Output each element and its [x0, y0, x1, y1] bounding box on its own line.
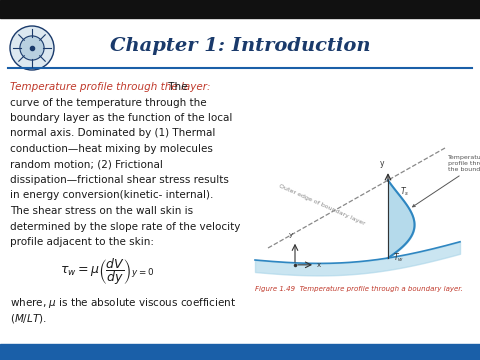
Text: y: y: [289, 232, 293, 238]
Text: normal axis. Dominated by (1) Thermal: normal axis. Dominated by (1) Thermal: [10, 129, 216, 139]
Text: $\tau_w = \mu \left(\dfrac{dV}{dy}\right)_{y=0}$: $\tau_w = \mu \left(\dfrac{dV}{dy}\right…: [60, 256, 155, 287]
Text: determined by the slope rate of the velocity: determined by the slope rate of the velo…: [10, 221, 240, 231]
Text: conduction—heat mixing by molecules: conduction—heat mixing by molecules: [10, 144, 213, 154]
Text: curve of the temperature through the: curve of the temperature through the: [10, 98, 206, 108]
Text: boundary layer as the function of the local: boundary layer as the function of the lo…: [10, 113, 232, 123]
Text: Temperature profile through the layer:: Temperature profile through the layer:: [10, 82, 211, 92]
Text: The shear stress on the wall skin is: The shear stress on the wall skin is: [10, 206, 193, 216]
Text: Temperature
profile through
the boundary layer: Temperature profile through the boundary…: [413, 155, 480, 207]
Text: y: y: [380, 159, 384, 168]
Text: in energy conversion(kinetic- internal).: in energy conversion(kinetic- internal).: [10, 190, 214, 201]
Bar: [0, 344, 480, 360]
Text: Figure 1.49  Temperature profile through a boundary layer.: Figure 1.49 Temperature profile through …: [255, 286, 463, 292]
Text: Chapter 1: Introduction: Chapter 1: Introduction: [110, 37, 370, 55]
Text: Outer edge of boundary layer: Outer edge of boundary layer: [278, 183, 366, 226]
Circle shape: [20, 36, 44, 60]
Text: random motion; (2) Frictional: random motion; (2) Frictional: [10, 159, 163, 170]
Text: where, $\mu$ is the absolute viscous coefficient: where, $\mu$ is the absolute viscous coe…: [10, 297, 236, 310]
Text: ($M/LT$).: ($M/LT$).: [10, 312, 47, 325]
Text: $T_w$: $T_w$: [393, 252, 404, 265]
Circle shape: [10, 26, 54, 70]
Text: $T_s$: $T_s$: [400, 186, 410, 198]
Text: The: The: [165, 82, 188, 92]
Text: x: x: [317, 262, 321, 268]
Bar: [0, 0, 480, 18]
Text: dissipation—frictional shear stress results: dissipation—frictional shear stress resu…: [10, 175, 229, 185]
Text: profile adjacent to the skin:: profile adjacent to the skin:: [10, 237, 154, 247]
